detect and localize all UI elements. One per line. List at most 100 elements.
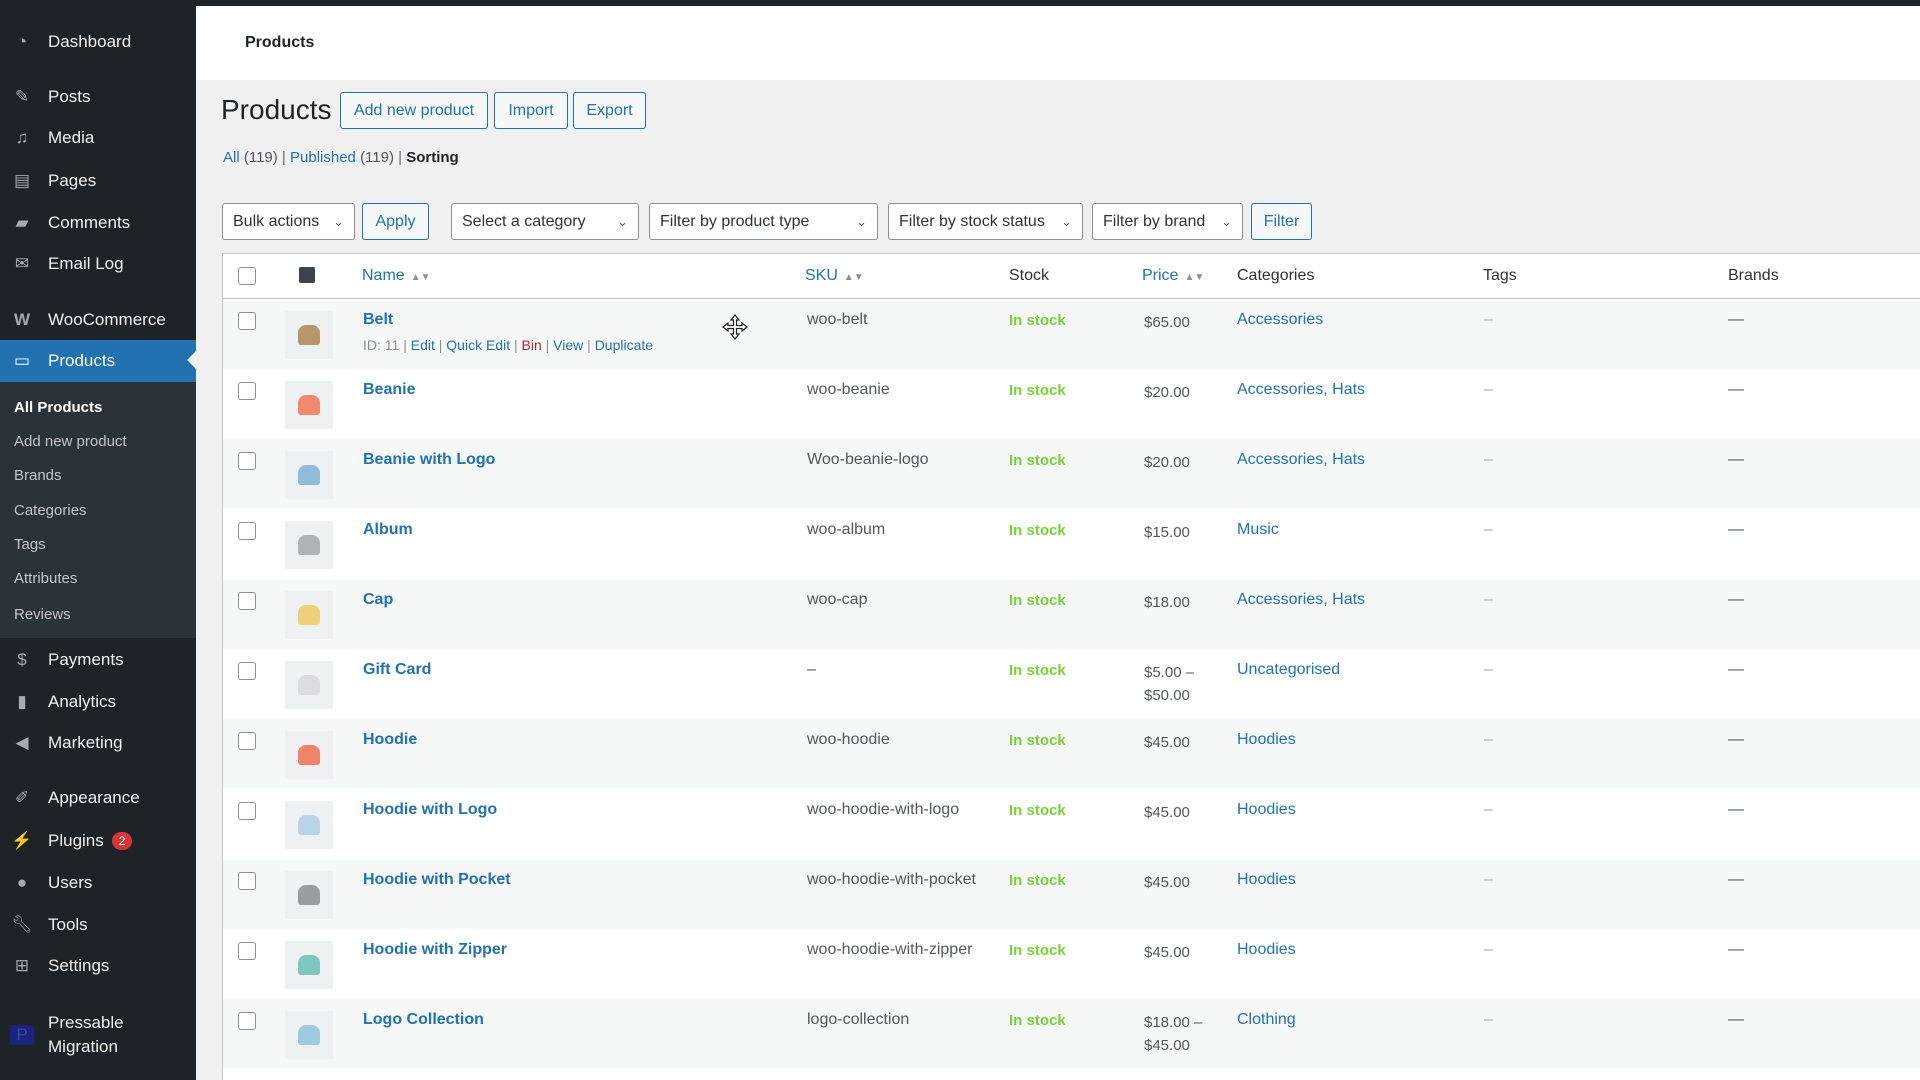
import-button[interactable]: Import [494, 92, 568, 129]
product-categories[interactable]: Hoodies [1237, 941, 1296, 958]
category-select[interactable]: Select a category ⌄ [451, 203, 639, 240]
stock-status-select[interactable]: Filter by stock status ⌄ [888, 203, 1083, 240]
product-name-link[interactable]: Hoodie with Zipper [363, 941, 507, 958]
row-checkbox[interactable] [238, 382, 256, 400]
menu-tools[interactable]: 🔧︎ Tools [0, 905, 196, 945]
product-categories[interactable]: Accessories, Hats [1237, 381, 1366, 398]
brand-select[interactable]: Filter by brand ⌄ [1092, 203, 1243, 240]
product-name-link[interactable]: Gift Card [363, 661, 432, 678]
submenu-all-products[interactable]: All Products [14, 399, 103, 416]
row-checkbox[interactable] [238, 522, 256, 540]
row-checkbox[interactable] [238, 802, 256, 820]
product-name-link[interactable]: Beanie [363, 381, 416, 398]
submenu-brands[interactable]: Brands [14, 467, 62, 484]
export-button[interactable]: Export [573, 92, 646, 129]
view-all[interactable]: All (119) [223, 149, 278, 166]
submenu-categories[interactable]: Categories [14, 502, 87, 519]
stock-status: In stock [1009, 942, 1066, 959]
submenu-reviews[interactable]: Reviews [14, 606, 71, 623]
submenu-attributes[interactable]: Attributes [14, 570, 78, 587]
product-type-select[interactable]: Filter by product type ⌄ [649, 203, 878, 240]
product-thumbnail[interactable] [285, 311, 333, 359]
view-link[interactable]: View [553, 337, 584, 353]
product-name-link[interactable]: Album [363, 521, 413, 538]
bin-link[interactable]: Bin [521, 337, 542, 353]
column-name[interactable]: Name ▲▼ [362, 267, 431, 284]
row-checkbox[interactable] [238, 452, 256, 470]
menu-dashboard[interactable]: ◔ Dashboard [0, 22, 196, 62]
menu-analytics[interactable]: ▮ Analytics [0, 682, 196, 722]
product-thumbnail[interactable] [285, 801, 333, 849]
menu-email-log[interactable]: ✉ Email Log [0, 244, 196, 284]
view-published[interactable]: Published (119) [290, 149, 394, 166]
row-checkbox[interactable] [238, 592, 256, 610]
row-checkbox[interactable] [238, 312, 256, 330]
plug-icon: ⚡ [11, 831, 33, 850]
product-thumbnail[interactable] [285, 381, 333, 429]
product-thumbnail[interactable] [285, 1011, 333, 1059]
menu-settings[interactable]: ⊞ Settings [0, 946, 196, 986]
product-thumbnail[interactable] [285, 451, 333, 499]
menu-label: Media [48, 128, 95, 147]
product-categories[interactable]: Uncategorised [1237, 661, 1341, 678]
product-categories[interactable]: Music [1237, 521, 1279, 538]
menu-pressable-migration[interactable]: P Pressable Migration [0, 1008, 196, 1062]
bulk-actions-select[interactable]: Bulk actions ⌄ [222, 203, 355, 240]
product-categories[interactable]: Hoodies [1237, 871, 1296, 888]
table-row: Cap woo-cap In stock $18.00 Accessories,… [223, 579, 1920, 649]
product-categories[interactable]: Hoodies [1237, 731, 1296, 748]
product-categories[interactable]: Accessories [1237, 311, 1324, 328]
menu-users[interactable]: ● Users [0, 863, 196, 903]
duplicate-link[interactable]: Duplicate [594, 337, 654, 353]
pages-icon: ▤ [13, 171, 31, 190]
product-categories[interactable]: Hoodies [1237, 801, 1296, 818]
product-name-link[interactable]: Hoodie with Logo [363, 801, 498, 818]
product-thumbnail[interactable] [285, 521, 333, 569]
product-thumbnail[interactable] [285, 731, 333, 779]
row-checkbox[interactable] [238, 732, 256, 750]
product-name-link[interactable]: Cap [363, 591, 394, 608]
filter-button[interactable]: Filter [1251, 203, 1312, 240]
menu-media[interactable]: ♫ Media [0, 118, 196, 158]
product-name-link[interactable]: Hoodie [363, 731, 418, 748]
menu-label: Users [48, 873, 93, 892]
quick-edit-link[interactable]: Quick Edit [446, 337, 511, 353]
menu-comments[interactable]: ▰ Comments [0, 203, 196, 243]
product-name-link[interactable]: Hoodie with Pocket [363, 871, 511, 888]
menu-woocommerce[interactable]: W WooCommerce [0, 300, 196, 340]
product-thumbnail[interactable] [285, 591, 333, 639]
select-all-checkbox[interactable] [238, 267, 256, 285]
row-checkbox[interactable] [238, 942, 256, 960]
product-categories[interactable]: Accessories, Hats [1237, 591, 1366, 608]
column-sku[interactable]: SKU ▲▼ [805, 267, 864, 284]
menu-posts[interactable]: ✎ Posts [0, 77, 196, 117]
table-header: Name ▲▼ SKU ▲▼ Stock Price ▲▼ Categories Ta… [223, 254, 1920, 299]
product-price: $20.00 [1144, 454, 1190, 471]
apply-button[interactable]: Apply [362, 203, 429, 240]
menu-appearance[interactable]: ✐ Appearance [0, 778, 196, 818]
menu-plugins[interactable]: ⚡ Plugins 2 [0, 821, 196, 861]
edit-link[interactable]: Edit [410, 337, 435, 353]
product-thumbnail[interactable] [285, 661, 333, 709]
product-thumbnail[interactable] [285, 871, 333, 919]
add-new-product-button[interactable]: Add new product [340, 92, 488, 129]
menu-payments[interactable]: $ Payments [0, 640, 196, 680]
product-name-link[interactable]: Logo Collection [363, 1011, 484, 1028]
row-checkbox[interactable] [238, 662, 256, 680]
menu-products[interactable]: ▭ Products [0, 340, 196, 382]
row-checkbox[interactable] [238, 1012, 256, 1030]
product-categories[interactable]: Clothing [1237, 1011, 1296, 1028]
product-name-link[interactable]: Beanie with Logo [363, 451, 496, 468]
product-thumbnail[interactable] [285, 941, 333, 989]
submenu-tags[interactable]: Tags [14, 536, 46, 553]
menu-marketing[interactable]: ◀ Marketing [0, 723, 196, 763]
product-name-link[interactable]: Belt [363, 311, 394, 328]
product-categories[interactable]: Accessories, Hats [1237, 451, 1366, 468]
column-price[interactable]: Price ▲▼ [1142, 267, 1205, 284]
product-tags: – [1484, 941, 1493, 958]
row-checkbox[interactable] [238, 872, 256, 890]
view-sorting[interactable]: Sorting [406, 149, 459, 166]
menu-pages[interactable]: ▤ Pages [0, 161, 196, 201]
submenu-add-new-product[interactable]: Add new product [14, 433, 127, 450]
separator: | [398, 149, 403, 166]
